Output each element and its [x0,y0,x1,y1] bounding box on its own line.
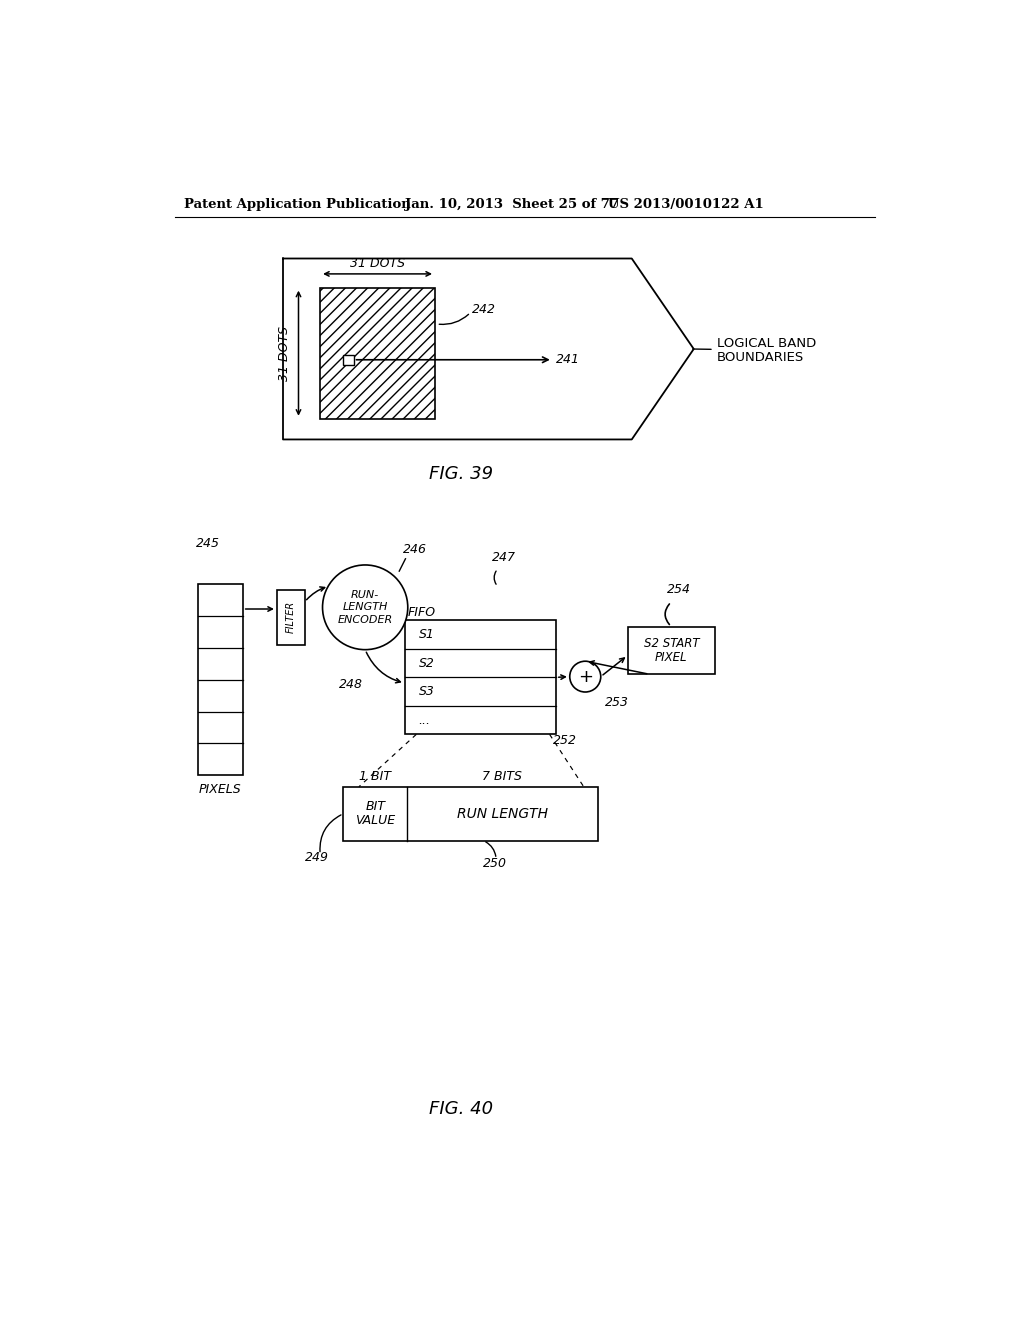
Text: FIG. 40: FIG. 40 [429,1101,494,1118]
Text: 31 DOTS: 31 DOTS [279,326,291,380]
Bar [321,288,435,418]
Text: FILTER: FILTER [286,601,296,634]
Text: 242: 242 [472,302,496,315]
Text: 245: 245 [197,537,220,550]
Text: 253: 253 [605,696,630,709]
Text: 254: 254 [668,583,691,597]
Text: +: + [578,668,593,685]
Text: S2 START: S2 START [643,638,699,649]
Text: RUN LENGTH: RUN LENGTH [457,807,548,821]
Text: 1 BIT: 1 BIT [359,770,391,783]
Text: PIXEL: PIXEL [655,651,687,664]
Text: ...: ... [419,714,431,726]
Text: FIFO: FIFO [408,606,436,619]
Text: PIXELS: PIXELS [199,783,242,796]
Bar [628,627,715,675]
Bar [343,355,353,364]
Text: 249: 249 [305,851,329,865]
Text: LENGTH: LENGTH [342,602,388,612]
Text: RUN-: RUN- [351,590,379,601]
Text: ENCODER: ENCODER [338,615,393,624]
Circle shape [569,661,601,692]
Bar [343,787,598,841]
Bar [276,590,305,645]
Text: 248: 248 [339,677,362,690]
Text: S3: S3 [419,685,434,698]
Text: Jan. 10, 2013  Sheet 25 of 77: Jan. 10, 2013 Sheet 25 of 77 [406,198,620,211]
Text: LOGICAL BAND: LOGICAL BAND [717,337,816,350]
Bar [404,620,556,734]
Text: 246: 246 [403,543,427,556]
Text: 241: 241 [556,354,580,366]
Text: VALUE: VALUE [355,814,395,828]
Text: BOUNDARIES: BOUNDARIES [717,351,804,363]
Text: 247: 247 [493,550,516,564]
Text: S1: S1 [419,628,434,642]
Text: 250: 250 [483,857,507,870]
Text: 31 DOTS: 31 DOTS [350,257,406,271]
Bar [198,585,243,775]
Text: FIG. 39: FIG. 39 [429,465,494,483]
Text: S2: S2 [419,656,434,669]
Text: Patent Application Publication: Patent Application Publication [183,198,411,211]
Text: 7 BITS: 7 BITS [482,770,522,783]
Circle shape [323,565,408,649]
Text: US 2013/0010122 A1: US 2013/0010122 A1 [608,198,764,211]
Text: BIT: BIT [366,800,385,813]
Text: 252: 252 [553,734,577,747]
